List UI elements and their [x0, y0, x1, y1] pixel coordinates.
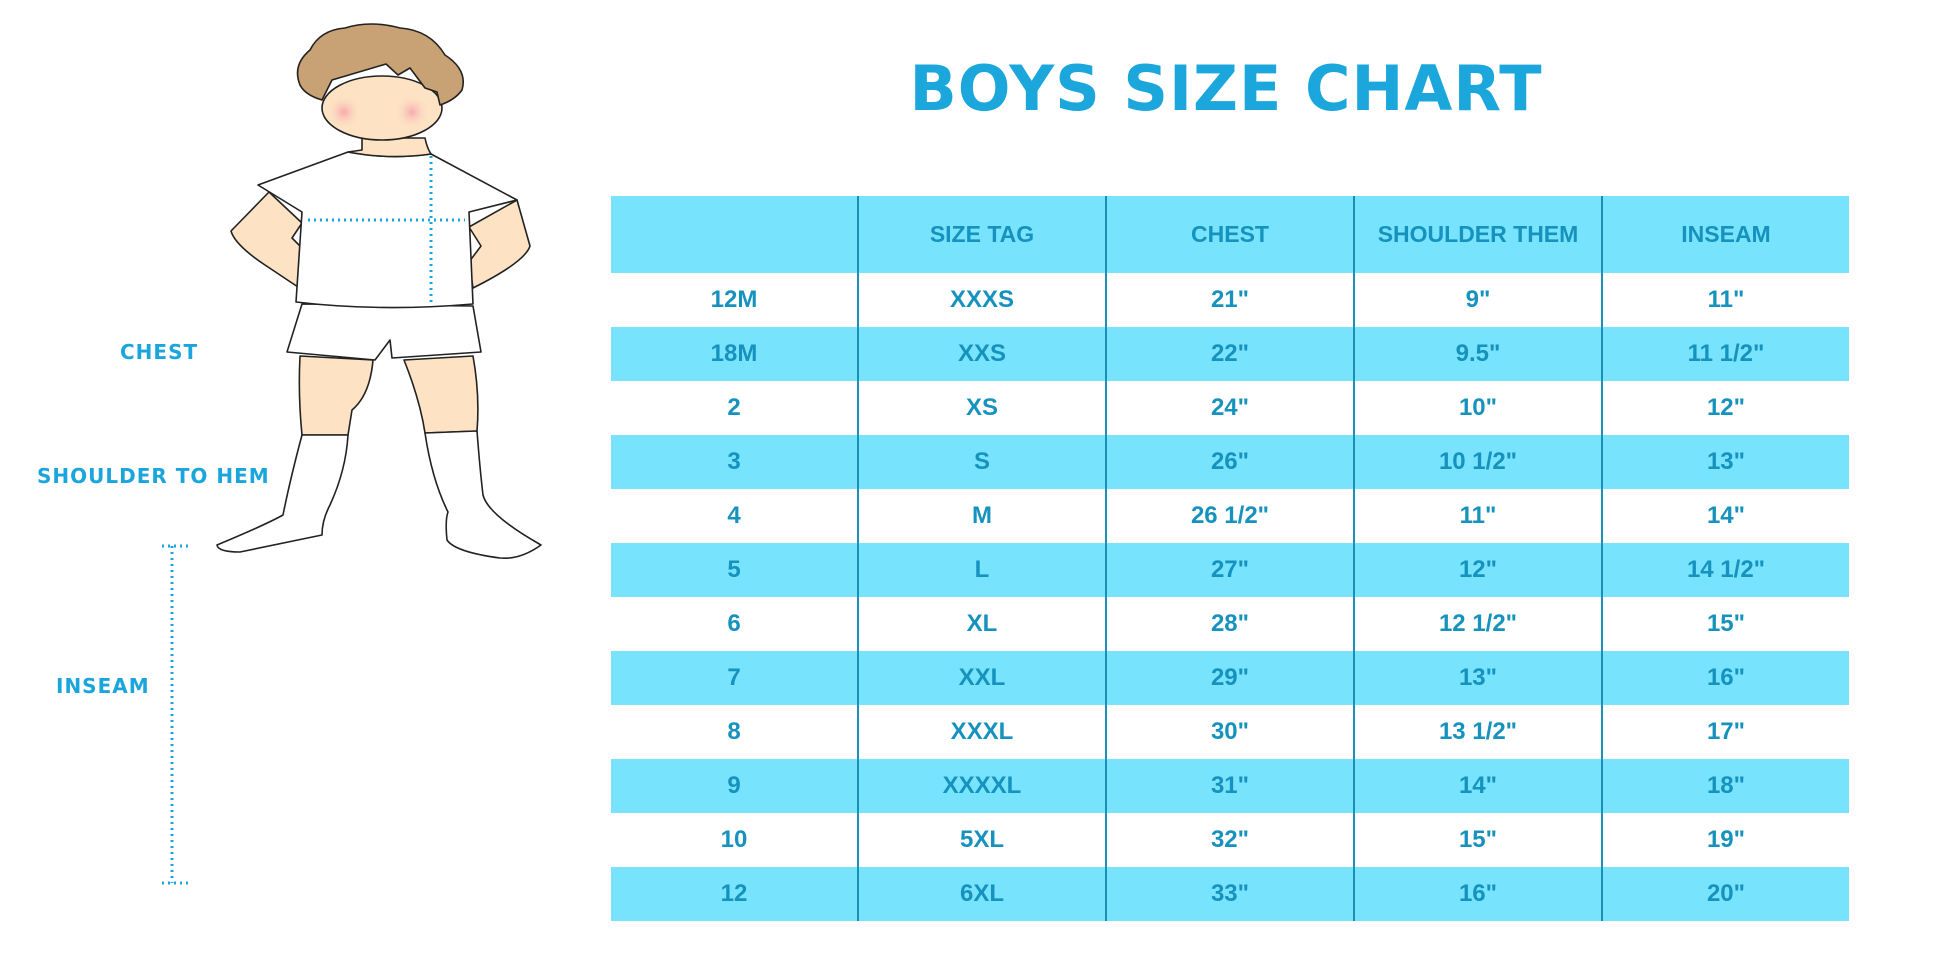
- table-cell: 9": [1353, 273, 1602, 327]
- table-cell: 26 1/2": [1105, 489, 1354, 543]
- table-cell: 13 1/2": [1353, 705, 1602, 759]
- table-cell: 17": [1601, 705, 1849, 759]
- table-cell: L: [857, 543, 1106, 597]
- table-cell: 8: [727, 718, 741, 745]
- table-row: 9 XXXXL 31" 14" 18": [611, 759, 1849, 813]
- left-sock: [216, 434, 349, 553]
- table-row: 12M XXXS 21" 9" 11": [611, 273, 1849, 327]
- table-cell: 20": [1601, 867, 1849, 921]
- table-cell: 29": [1105, 651, 1354, 705]
- table-cell: 24": [1105, 381, 1354, 435]
- table-cell: 5XL: [857, 813, 1106, 867]
- table-cell: 28": [1105, 597, 1354, 651]
- table-cell: 32": [1105, 813, 1354, 867]
- table-cell: 11 1/2": [1601, 327, 1849, 381]
- table-cell: XXXS: [857, 273, 1106, 327]
- table-cell: XL: [857, 597, 1106, 651]
- table-cell: 18M: [611, 327, 858, 381]
- table-cell: 16": [1601, 651, 1849, 705]
- table-cell: XXXXL: [857, 759, 1106, 813]
- table-row: 18M XXS 22" 9.5" 11 1/2": [611, 327, 1849, 381]
- table-cell: 3: [611, 435, 858, 489]
- table-cell: 19": [1601, 813, 1849, 867]
- table-cell: 4: [727, 502, 741, 529]
- table-cell: M: [857, 489, 1106, 543]
- header-cell: CHEST: [1105, 196, 1354, 273]
- table-cell: 5: [611, 543, 858, 597]
- table-cell: XXL: [857, 651, 1106, 705]
- table-cell: 13": [1601, 435, 1849, 489]
- shoulder-to-hem-label: SHOULDER TO HEM: [37, 464, 270, 488]
- inseam-label: INSEAM: [56, 674, 150, 698]
- header-cell: INSEAM: [1601, 196, 1849, 273]
- table-cell: 12 1/2": [1353, 597, 1602, 651]
- table-row: 10 5XL 32" 15" 19": [611, 813, 1849, 867]
- table-cell: 14": [1601, 489, 1849, 543]
- right-leg: [403, 355, 479, 434]
- page-title: BOYS SIZE CHART: [909, 52, 1543, 125]
- table-row: 12 6XL 33" 16" 20": [611, 867, 1849, 921]
- table-cell: 11": [1601, 273, 1849, 327]
- header-cell: SHOULDER THEM: [1353, 196, 1602, 273]
- right-arm: [468, 199, 531, 289]
- table-cell: XS: [857, 381, 1106, 435]
- table-cell: 12": [1353, 543, 1602, 597]
- table-cell: 12": [1601, 381, 1849, 435]
- table-cell: 9.5": [1353, 327, 1602, 381]
- table-row: 7 XXL 29" 13" 16": [611, 651, 1849, 705]
- table-row: 6 XL 28" 12 1/2" 15": [611, 597, 1849, 651]
- table-row: 3 S 26" 10 1/2" 13": [611, 435, 1849, 489]
- left-leg: [298, 355, 374, 436]
- table-cell: 14 1/2": [1601, 543, 1849, 597]
- right-sock: [424, 430, 542, 560]
- table-cell: 9: [611, 759, 858, 813]
- header-cell: [611, 196, 858, 273]
- table-cell: XXS: [857, 327, 1106, 381]
- table-cell: 13": [1353, 651, 1602, 705]
- table-cell: 27": [1105, 543, 1354, 597]
- table-cell: 15": [1353, 813, 1602, 867]
- table-cell: 6: [727, 610, 741, 637]
- table-cell: 22": [1105, 327, 1354, 381]
- table-cell: 12M: [710, 286, 758, 313]
- table-cell: 16": [1353, 867, 1602, 921]
- table-cell: 2: [727, 394, 741, 421]
- table-cell: 30": [1105, 705, 1354, 759]
- table-cell: 15": [1601, 597, 1849, 651]
- table-row: 5 L 27" 12" 14 1/2": [611, 543, 1849, 597]
- size-chart-table: SIZE TAG CHEST SHOULDER THEM INSEAM 12M X…: [611, 196, 1849, 921]
- table-cell: 33": [1105, 867, 1354, 921]
- table-row: 4 M 26 1/2" 11" 14": [611, 489, 1849, 543]
- table-cell: 6XL: [857, 867, 1106, 921]
- table-cell: 26": [1105, 435, 1354, 489]
- shorts: [286, 303, 482, 361]
- table-cell: 10: [720, 826, 748, 853]
- table-cell: 18": [1601, 759, 1849, 813]
- table-cell: S: [857, 435, 1106, 489]
- neck: [347, 137, 432, 158]
- table-row: 2 XS 24" 10" 12": [611, 381, 1849, 435]
- chest-label: CHEST: [120, 340, 199, 364]
- table-cell: 12: [611, 867, 858, 921]
- table-row: 8 XXXL 30" 13 1/2" 17": [611, 705, 1849, 759]
- table-cell: 7: [611, 651, 858, 705]
- table-cell: 31": [1105, 759, 1354, 813]
- table-cell: 10": [1353, 381, 1602, 435]
- table-header-row: SIZE TAG CHEST SHOULDER THEM INSEAM: [611, 196, 1849, 273]
- table-cell: XXXL: [857, 705, 1106, 759]
- header-cell: SIZE TAG: [857, 196, 1106, 273]
- hair: [296, 23, 464, 106]
- table-cell: 14": [1353, 759, 1602, 813]
- table-cell: 11": [1353, 489, 1602, 543]
- table-cell: 21": [1105, 273, 1354, 327]
- table-cell: 10 1/2": [1353, 435, 1602, 489]
